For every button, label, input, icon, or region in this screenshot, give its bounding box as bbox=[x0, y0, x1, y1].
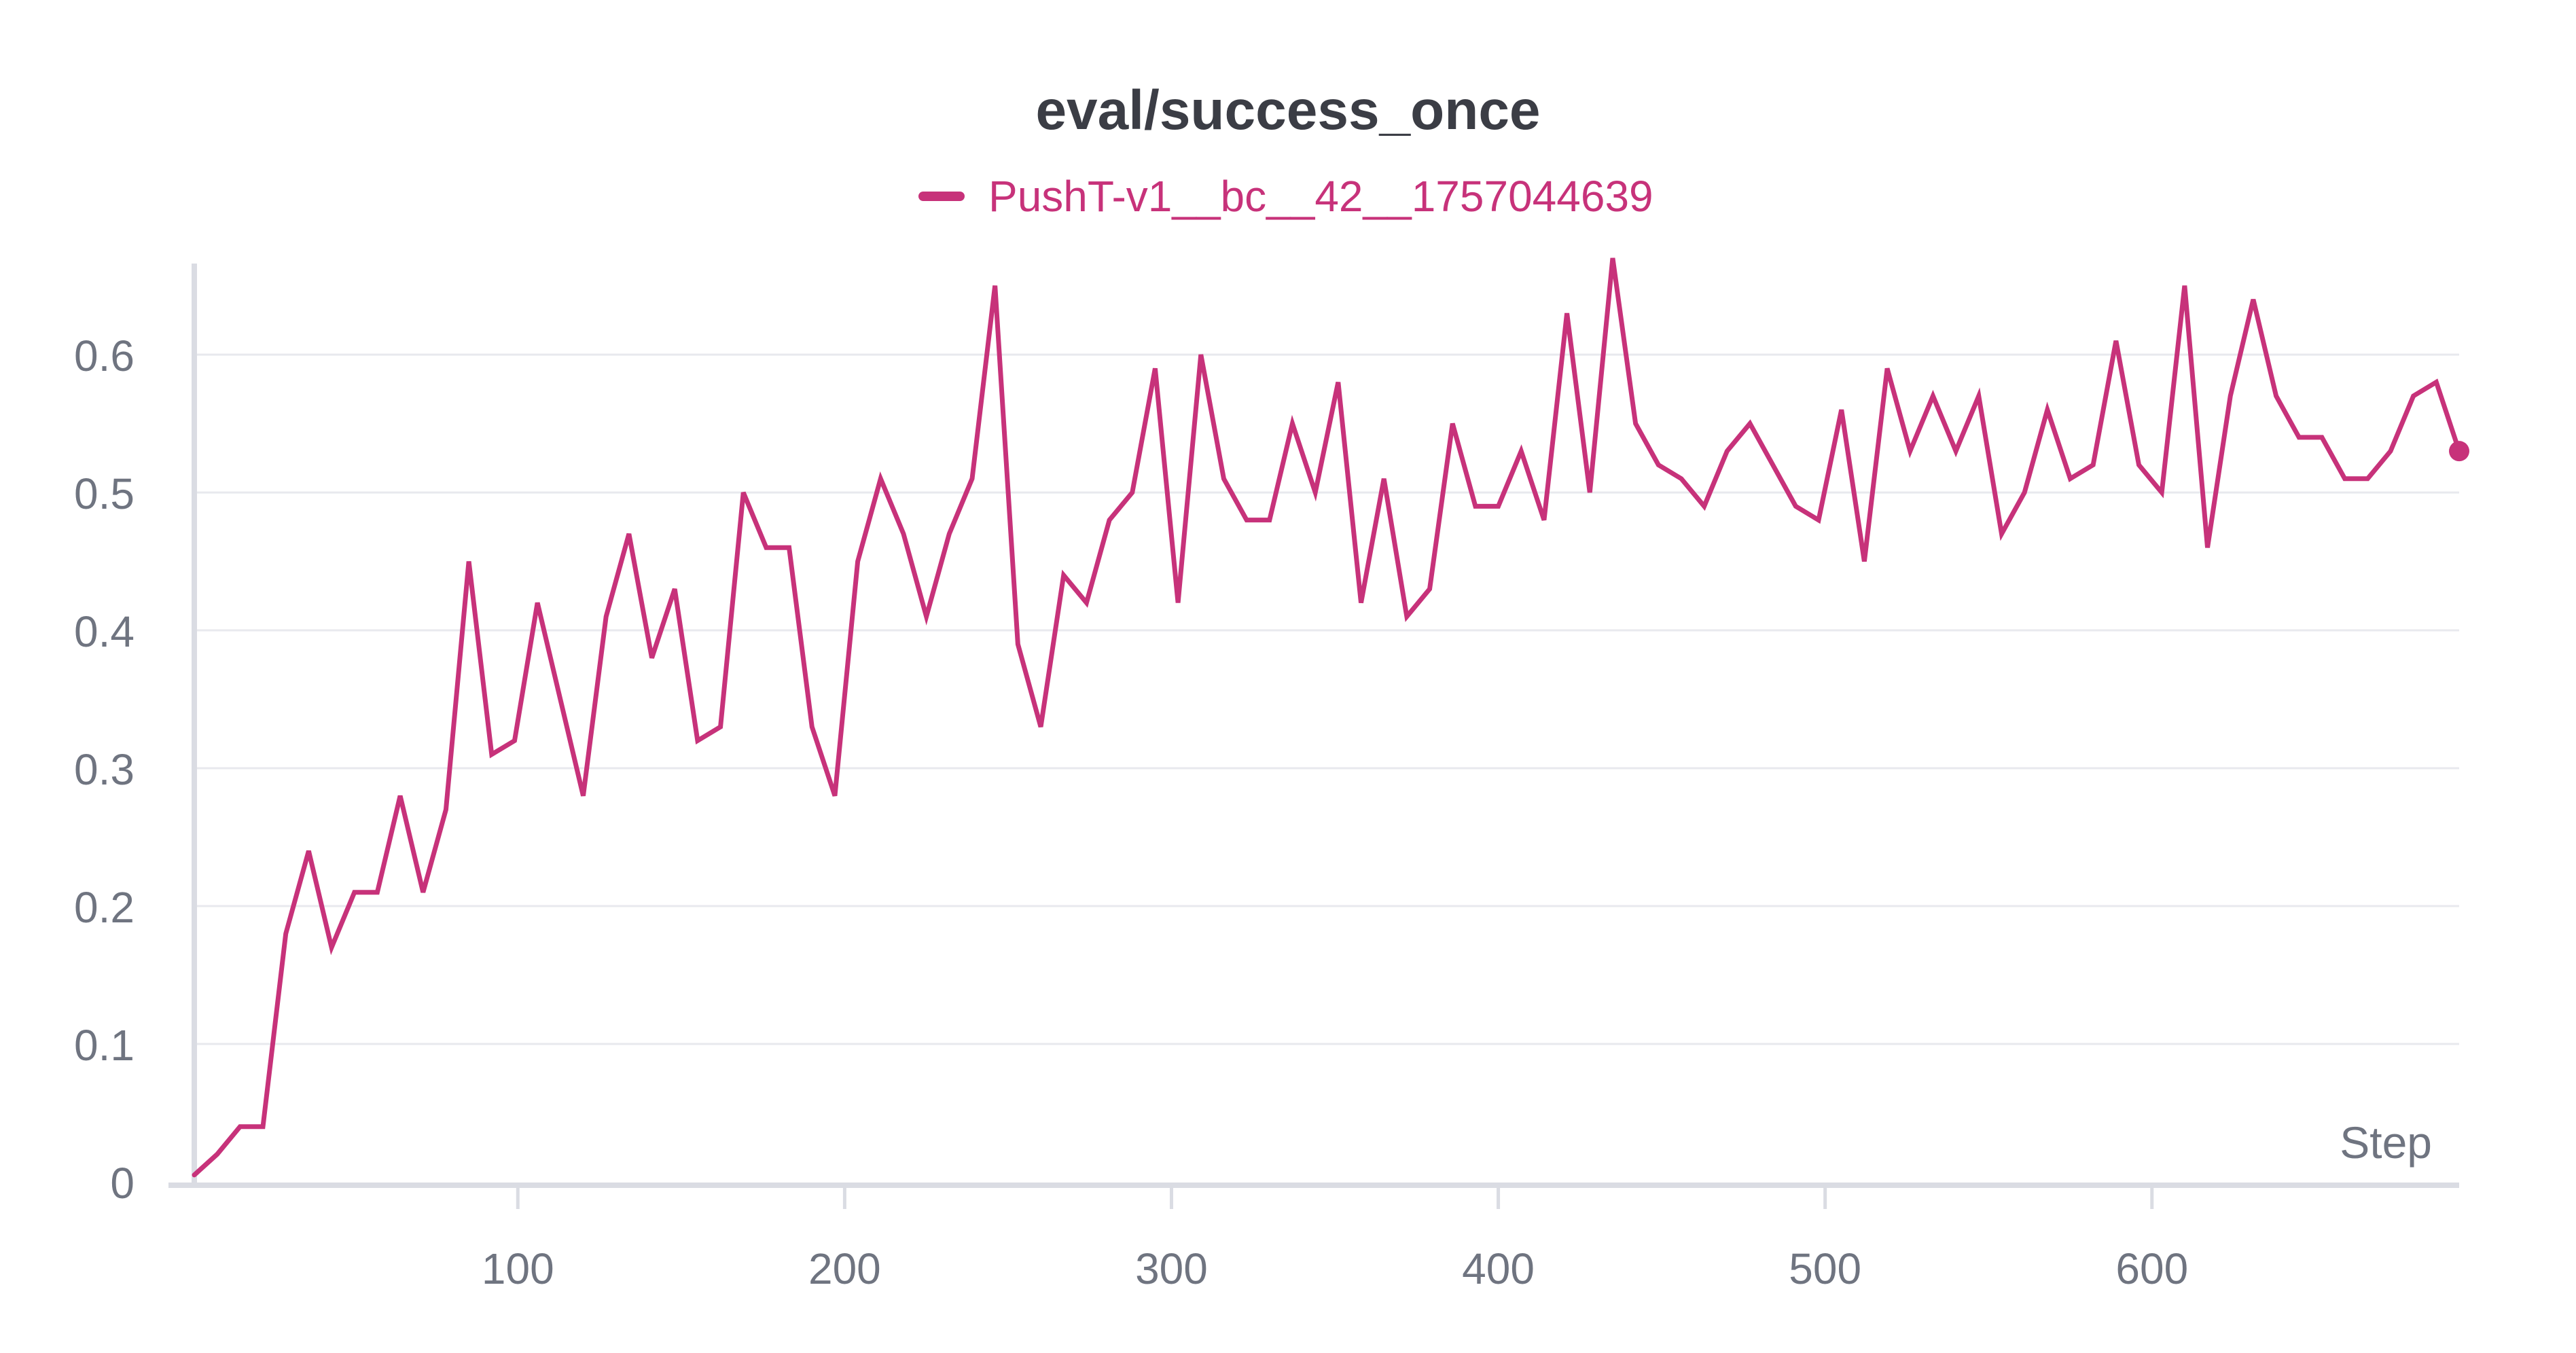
x-tick-label: 100 bbox=[482, 1244, 554, 1293]
y-tick-label: 0.6 bbox=[74, 331, 135, 380]
y-tick-label: 0 bbox=[110, 1159, 135, 1208]
axes bbox=[168, 264, 2459, 1209]
y-tick-label: 0.1 bbox=[74, 1021, 135, 1070]
series-layer bbox=[192, 257, 2469, 1178]
y-tick-label: 0.5 bbox=[74, 469, 135, 518]
x-tick-label: 300 bbox=[1135, 1244, 1208, 1293]
legend-series-label: PushT-v1__bc__42__1757044639 bbox=[988, 172, 1653, 221]
grid bbox=[194, 353, 2459, 1045]
x-tick-label: 600 bbox=[2115, 1244, 2188, 1293]
x-tick-label: 200 bbox=[808, 1244, 881, 1293]
y-tick-label: 0.4 bbox=[74, 607, 135, 656]
series-line bbox=[192, 257, 2462, 1178]
x-tick-label: 500 bbox=[1789, 1244, 1861, 1293]
tick-labels: 0 0.1 0.2 0.3 0.4 0.5 0.6 100 200 300 400 500 600 bbox=[74, 331, 2188, 1293]
series-endpoint-marker bbox=[2449, 441, 2469, 462]
y-tick-label: 0.2 bbox=[74, 883, 135, 932]
x-axis-label: Step bbox=[2340, 1117, 2432, 1168]
x-tick-label: 400 bbox=[1462, 1244, 1535, 1293]
chart-title: eval/success_once bbox=[1035, 79, 1540, 141]
y-tick-label: 0.3 bbox=[74, 745, 135, 794]
